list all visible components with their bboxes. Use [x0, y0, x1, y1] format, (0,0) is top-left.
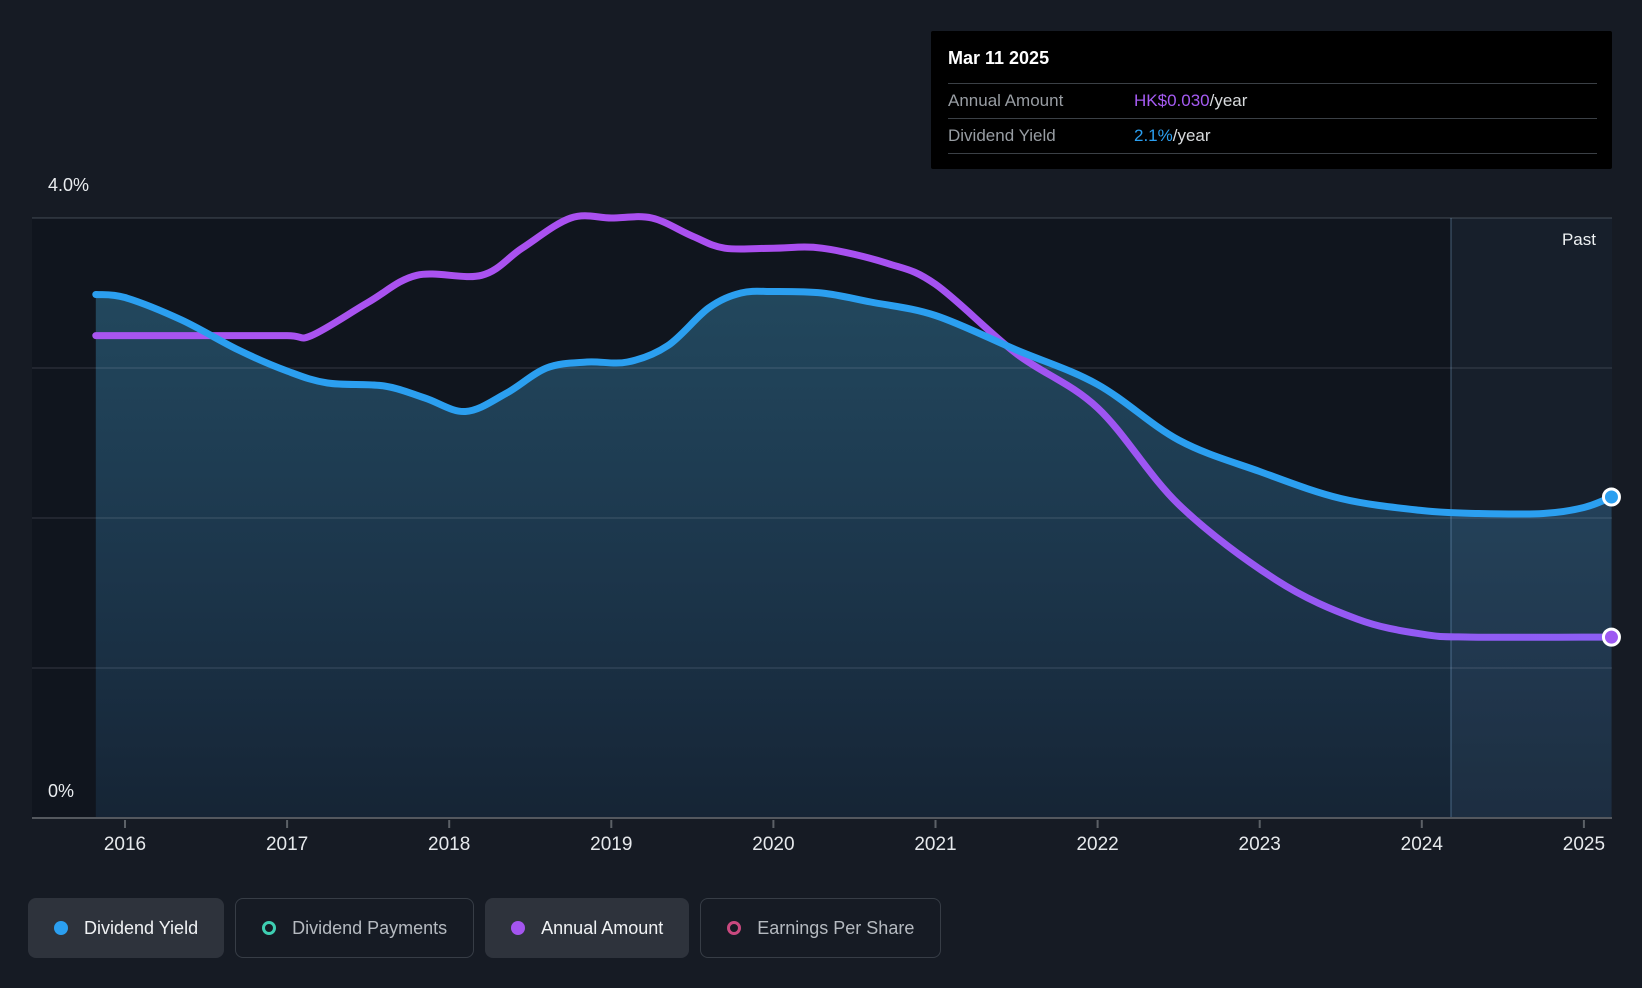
legend-item-dividend-payments[interactable]: Dividend Payments	[235, 898, 475, 958]
annual-amount-series-icon	[511, 921, 526, 935]
tooltip-row-annual-amount: Annual Amount HK$0.030 /year	[948, 83, 1597, 118]
x-axis-label-2018: 2018	[428, 834, 471, 855]
legend-label: Dividend Yield	[84, 917, 199, 938]
legend-label: Earnings Per Share	[757, 917, 915, 938]
legend-item-earnings-per-share[interactable]: Earnings Per Share	[700, 898, 942, 958]
tooltip-value: HK$0.030	[1134, 91, 1210, 110]
tooltip-row-dividend-yield: Dividend Yield 2.1% /year	[948, 118, 1597, 153]
chart-legend: Dividend Yield Dividend Payments Annual Am…	[28, 898, 942, 958]
x-axis-label-2017: 2017	[265, 834, 309, 855]
x-axis-label-2024: 2024	[1400, 834, 1443, 855]
x-axis-label-2016: 2016	[103, 834, 147, 855]
y-axis-label-bottom: 0%	[48, 781, 75, 801]
tooltip-suffix: /year	[1172, 126, 1211, 145]
legend-label: Dividend Payments	[292, 917, 448, 938]
tooltip-divider	[948, 153, 1597, 154]
chart-tooltip: Mar 11 2025 Annual Amount HK$0.030 /year…	[931, 31, 1612, 169]
x-axis-label-2019: 2019	[590, 834, 633, 855]
tooltip-suffix: /year	[1209, 91, 1248, 110]
y-axis-label-top: 4.0%	[48, 175, 90, 195]
dividend-yield-series-icon	[54, 921, 68, 935]
x-axis-label-2022: 2022	[1076, 834, 1119, 855]
x-axis-label-2021: 2021	[914, 834, 957, 855]
x-axis-label-2023: 2023	[1238, 834, 1281, 855]
tooltip-value: 2.1%	[1134, 126, 1173, 145]
tooltip-label: Annual Amount	[948, 91, 1064, 110]
legend-item-annual-amount[interactable]: Annual Amount	[485, 898, 690, 958]
dividend-payments-series-icon	[262, 921, 277, 935]
x-axis-label-2025: 2025	[1562, 834, 1606, 855]
tooltip-date: Mar 11 2025	[948, 48, 1050, 68]
x-axis-label-2020: 2020	[752, 834, 795, 855]
tooltip-label: Dividend Yield	[948, 126, 1056, 145]
earnings-per-share-series-icon	[727, 921, 742, 935]
past-region-label: Past	[1561, 230, 1596, 249]
legend-label: Annual Amount	[541, 917, 664, 938]
legend-item-dividend-yield[interactable]: Dividend Yield	[28, 898, 225, 958]
